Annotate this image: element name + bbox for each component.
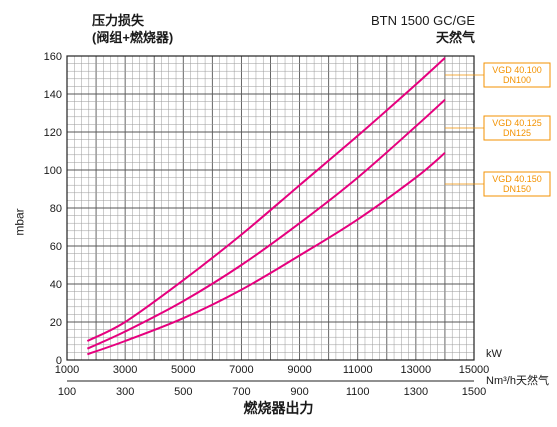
- x-unit-kw: kW: [486, 348, 502, 360]
- x-tick-label-nm3: 100: [58, 386, 76, 398]
- x-tick-label-kw: 5000: [171, 364, 195, 376]
- y-tick-label: 20: [50, 317, 62, 329]
- series-label-line1: VGD 40.100: [492, 65, 542, 75]
- y-tick-label: 140: [44, 89, 62, 101]
- y-tick-label: 120: [44, 127, 62, 139]
- series-line-3: [87, 152, 446, 356]
- y-tick-label: 0: [56, 355, 62, 367]
- plot-frame: [66, 55, 475, 361]
- model-name: BTN 1500 GC/GE: [370, 13, 475, 28]
- series-label-line2: DN100: [503, 75, 531, 85]
- series-label-box: [483, 171, 551, 197]
- y-tick-label: 60: [50, 241, 62, 253]
- chart-title-block: 压力损失 (阀组+燃烧器): [92, 12, 173, 46]
- x-tick-label-nm3: 900: [290, 386, 308, 398]
- series-label-line1: VGD 40.150: [492, 174, 542, 184]
- y-tick-label: 100: [44, 165, 62, 177]
- model-block: BTN 1500 GC/GE 天然气: [371, 12, 475, 46]
- x-tick-label-kw: 9000: [287, 364, 311, 376]
- x-tick-label-kw: 15000: [459, 364, 490, 376]
- y-tick-label: 80: [50, 203, 62, 215]
- series-line-1: [86, 57, 446, 342]
- series-label-line2: DN150: [503, 184, 531, 194]
- x-tick-label-kw: 11000: [343, 364, 373, 376]
- x-tick-label-nm3: 300: [116, 386, 134, 398]
- chart-subtitle: (阀组+燃烧器): [92, 30, 174, 45]
- y-tick-label: 160: [44, 51, 62, 63]
- fuel-type: 天然气: [435, 30, 475, 45]
- x-tick-label-kw: 1000: [55, 364, 79, 376]
- x-tick-label-nm3: 1300: [404, 386, 428, 398]
- series-label-line1: VGD 40.125: [492, 118, 542, 128]
- series-label-line2: DN125: [503, 128, 531, 138]
- x-axis-label: 燃烧器出力: [243, 400, 314, 416]
- x-unit-nm3: Nm³/h天然气: [486, 375, 549, 387]
- x-tick-label-nm3: 500: [174, 386, 192, 398]
- chart-title: 压力损失: [92, 13, 145, 28]
- series-label-box: [483, 62, 551, 88]
- x-tick-label-nm3: 1500: [462, 386, 486, 398]
- y-tick-label: 40: [50, 279, 62, 291]
- x-tick-label-nm3: 700: [232, 386, 250, 398]
- x-tick-label-kw: 7000: [229, 364, 253, 376]
- series-line-2: [86, 98, 446, 350]
- x-tick-label-nm3: 1100: [346, 386, 370, 398]
- x-tick-label-kw: 3000: [113, 364, 137, 376]
- series-label-box: [483, 115, 551, 141]
- x-tick-label-kw: 13000: [401, 364, 432, 376]
